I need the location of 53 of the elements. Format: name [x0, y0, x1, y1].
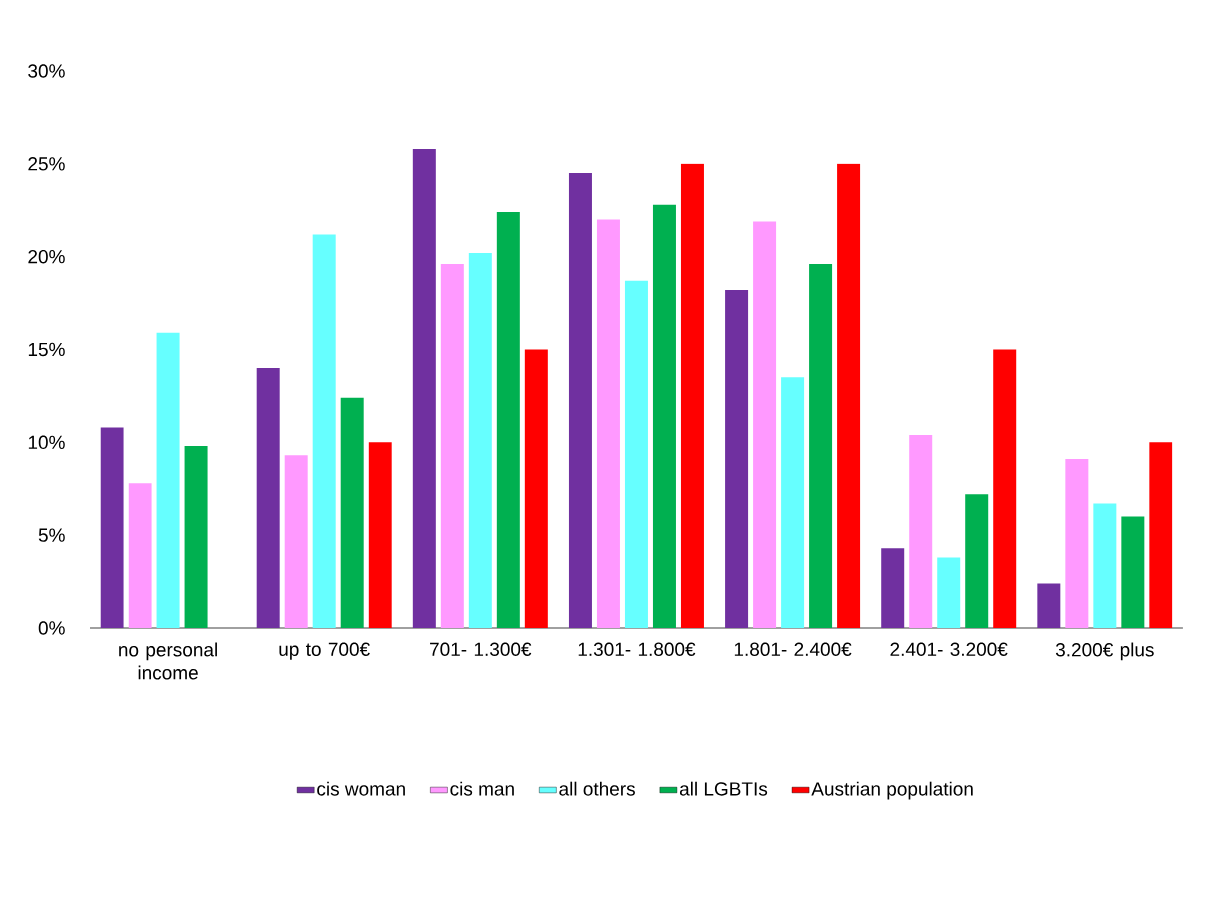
x-tick-label: 1.301- 1.800€	[578, 642, 696, 656]
legend-label: cis man	[450, 781, 514, 796]
bar	[1037, 583, 1061, 628]
y-tick-label: 15%	[28, 342, 65, 357]
bar	[1149, 442, 1173, 628]
bar	[496, 212, 520, 628]
x-tick-label: 1.801- 2.400€	[734, 642, 852, 656]
legend-label: all others	[559, 781, 635, 796]
bar	[100, 427, 124, 628]
bar	[468, 252, 492, 628]
x-tick-label: up to 700€	[279, 642, 370, 660]
bar	[368, 442, 392, 628]
bar	[412, 148, 436, 628]
y-tick-label: 0%	[38, 621, 65, 635]
bar	[781, 377, 805, 628]
bar	[809, 264, 833, 628]
bar	[184, 446, 208, 628]
bar	[156, 332, 180, 628]
bar	[596, 219, 620, 628]
x-tick-label: 3.200€ plus	[1055, 642, 1154, 661]
y-tick-label: 10%	[28, 435, 65, 450]
bar	[1065, 459, 1089, 628]
y-tick-label: 25%	[28, 157, 65, 171]
bar	[725, 290, 749, 628]
legend-label: cis woman	[317, 781, 405, 796]
x-tick-label: 2.401- 3.200€	[890, 642, 1008, 656]
bar	[965, 494, 989, 628]
x-tick-label: no personal income	[119, 642, 217, 680]
bar	[937, 557, 961, 628]
bar	[340, 397, 364, 628]
y-tick-label: 30%	[28, 64, 65, 78]
bar	[1121, 516, 1145, 628]
legend-label: all LGBTIs	[679, 781, 768, 796]
y-tick-label: 20%	[28, 249, 65, 264]
y-tick-label: 5%	[38, 528, 65, 542]
bar	[524, 349, 548, 628]
bar	[993, 349, 1017, 628]
bar	[909, 434, 933, 628]
bar	[256, 368, 280, 628]
bar	[624, 280, 648, 628]
bar	[837, 163, 861, 628]
bar	[284, 455, 308, 628]
bar	[1093, 503, 1117, 628]
x-tick-label: 701- 1.300€	[430, 642, 532, 656]
bar	[881, 548, 905, 628]
bar	[440, 264, 464, 628]
bar	[680, 163, 704, 628]
bar	[753, 221, 777, 628]
bar	[568, 173, 592, 628]
legend-label: Austrian population	[811, 781, 973, 800]
bar	[128, 483, 152, 628]
bar	[312, 234, 336, 628]
bar	[652, 204, 676, 628]
